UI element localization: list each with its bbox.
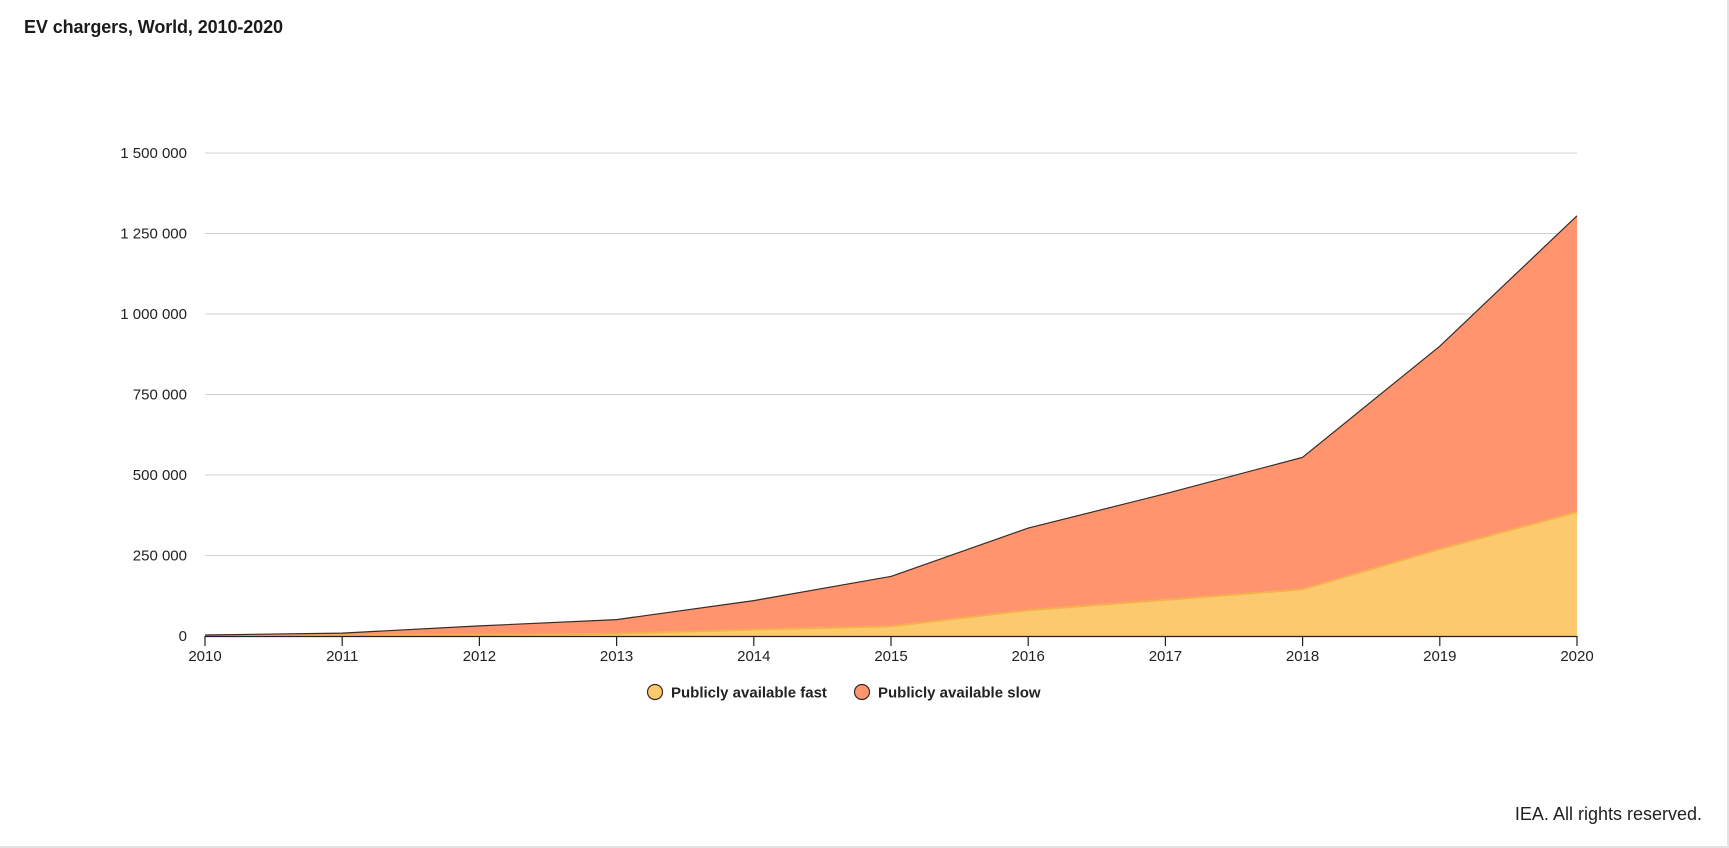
series-area-publicly-available-slow <box>205 215 1577 636</box>
axes: 0 250 000 500 000 750 000 1 000 000 1 250 000… <box>120 145 1593 665</box>
x-tick-label: 2012 <box>463 648 496 665</box>
credit-text: IEA. All rights reserved. <box>1514 804 1702 824</box>
x-tick-label: 2020 <box>1560 648 1593 665</box>
legend-label-publicly-available-slow: Publicly available slow <box>878 685 1041 702</box>
x-tick-label: 2016 <box>1012 648 1045 665</box>
x-tick-label: 2019 <box>1423 648 1456 665</box>
x-tick-label: 2013 <box>600 648 633 665</box>
x-tick-label: 2011 <box>326 648 358 665</box>
x-tick-label: 2018 <box>1286 648 1319 665</box>
series-line-publicly-available-fast <box>204 511 1578 637</box>
legend-marker-publicly-available-fast <box>646 683 664 701</box>
series-line-publicly-available-slow <box>204 215 1578 636</box>
legend-marker-publicly-available-slow <box>853 683 871 701</box>
y-tick-label: 1 000 000 <box>120 306 187 323</box>
legend: Publicly available fast Publicly availabl… <box>646 683 1041 702</box>
legend-label-publicly-available-fast: Publicly available fast <box>671 685 827 702</box>
y-tick-label: 750 000 <box>133 387 187 404</box>
y-tick-label: 0 <box>179 628 187 645</box>
x-tick-label: 2017 <box>1149 648 1182 665</box>
x-tick-label: 2010 <box>188 648 221 665</box>
y-tick-label: 250 000 <box>133 548 187 565</box>
area-layer <box>204 215 1578 637</box>
chart-title: EV chargers, World, 2010-2020 <box>24 17 283 37</box>
x-tick-label: 2014 <box>737 648 770 665</box>
series-area-publicly-available-fast <box>205 512 1577 636</box>
y-tick-label: 500 000 <box>133 467 187 484</box>
y-tick-label: 1 250 000 <box>120 226 187 243</box>
y-tick-label: 1 500 000 <box>120 145 187 162</box>
x-tick-label: 2015 <box>874 648 907 665</box>
